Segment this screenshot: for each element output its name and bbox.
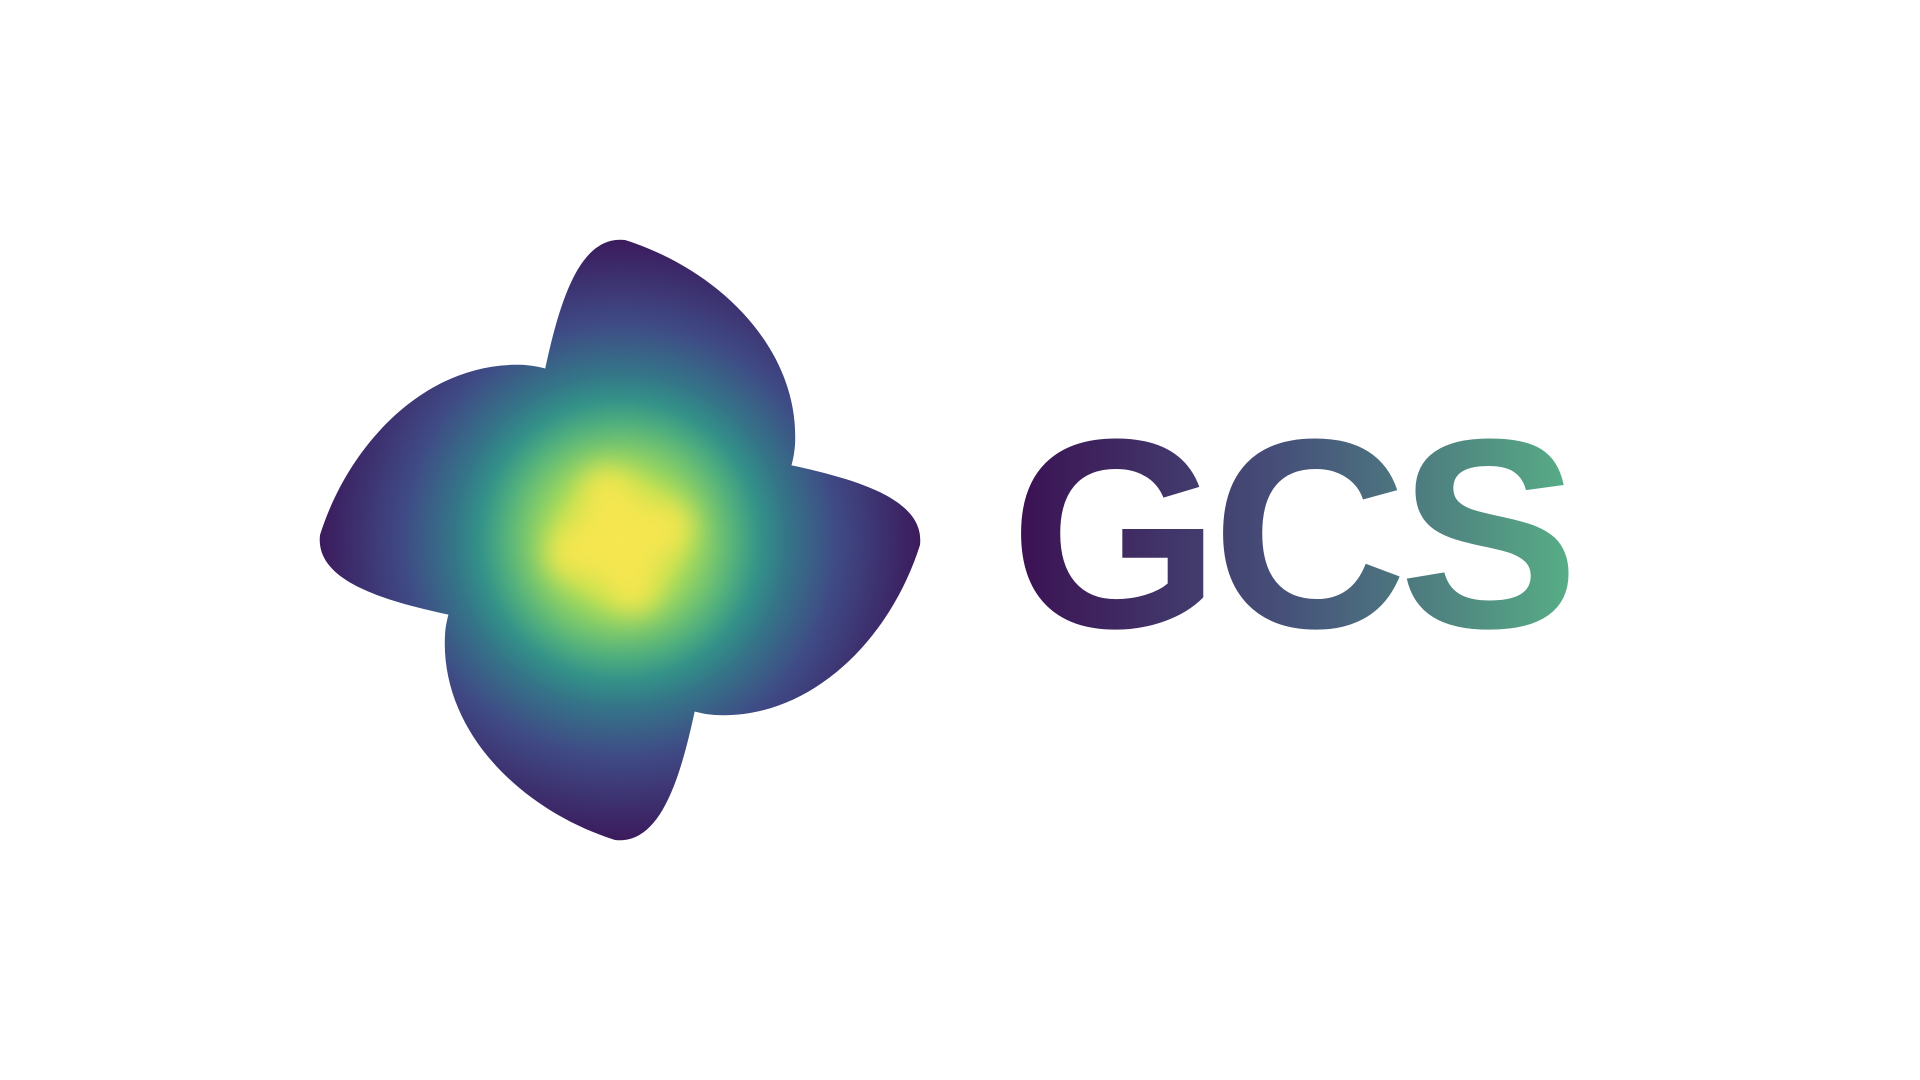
brand-wordmark: GCS xyxy=(1010,400,1610,670)
brand-name: GCS xyxy=(1010,384,1579,685)
core-clover xyxy=(548,468,692,612)
